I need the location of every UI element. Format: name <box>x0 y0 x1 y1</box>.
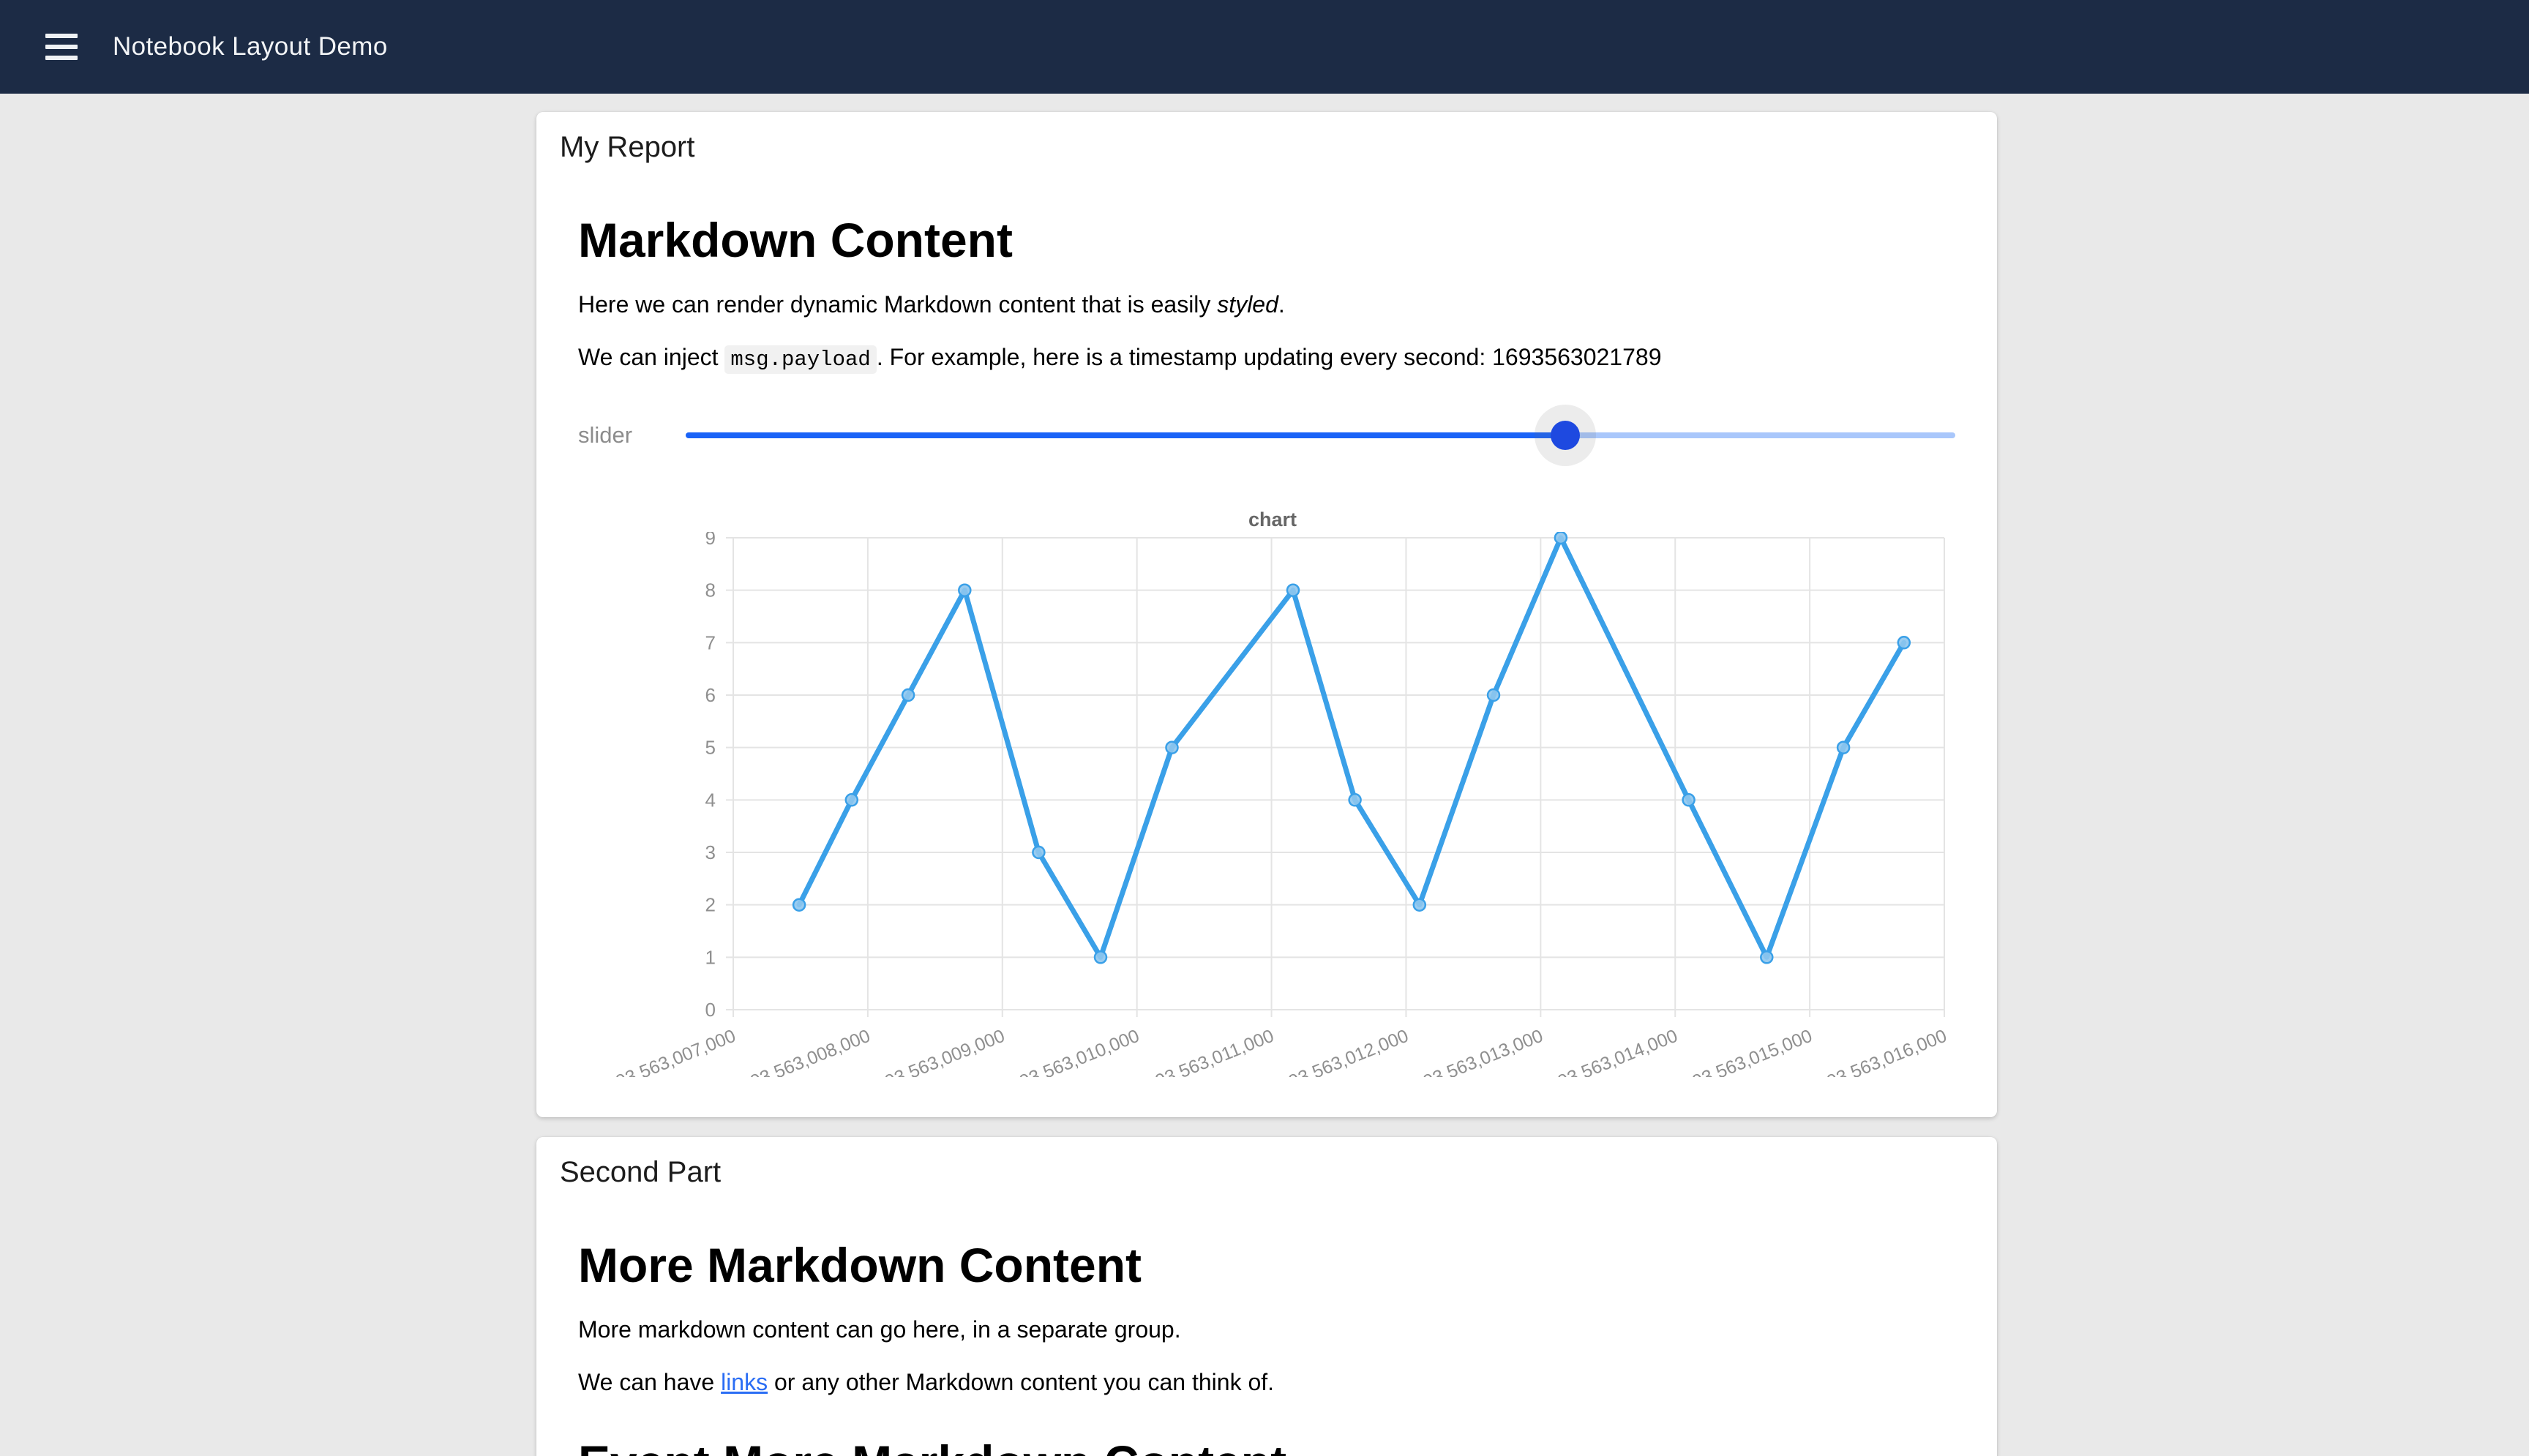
hamburger-bar <box>45 45 78 49</box>
svg-text:0: 0 <box>705 999 716 1021</box>
markdown-paragraph: More markdown content can go here, in a … <box>578 1316 1181 1343</box>
slider-row: slider <box>578 405 1955 466</box>
slider-thumb-halo <box>1535 405 1597 466</box>
hamburger-menu-icon[interactable] <box>45 34 78 60</box>
svg-text:1,693,563,012,000: 1,693,563,012,000 <box>1262 1026 1412 1077</box>
svg-text:9: 9 <box>705 532 716 549</box>
slider-empty-track[interactable] <box>1565 432 1955 438</box>
svg-text:3: 3 <box>705 841 716 863</box>
group-title-my-report: My Report <box>560 131 695 163</box>
slider-label: slider <box>578 422 633 448</box>
svg-text:7: 7 <box>705 631 716 653</box>
svg-text:1: 1 <box>705 946 716 968</box>
timestamp-value: 1693563021789 <box>1492 344 1662 370</box>
svg-text:1,693,563,015,000: 1,693,563,015,000 <box>1666 1026 1816 1077</box>
svg-text:1,693,563,013,000: 1,693,563,013,000 <box>1397 1026 1546 1077</box>
svg-text:2: 2 <box>705 894 716 916</box>
markdown-widget: Markdown Content Here we can render dyna… <box>578 216 1955 374</box>
links-link[interactable]: links <box>721 1369 768 1395</box>
svg-text:4: 4 <box>705 789 716 811</box>
markdown-paragraph-links: We can have links or any other Markdown … <box>578 1369 1275 1395</box>
markdown-heading-more: More Markdown Content <box>578 1238 1142 1292</box>
svg-text:5: 5 <box>705 737 716 759</box>
second-part-card: Second Part More Markdown Content More m… <box>536 1137 1997 1456</box>
markdown-widget-2: More Markdown Content More markdown cont… <box>578 1241 1955 1456</box>
svg-text:1,693,563,016,000: 1,693,563,016,000 <box>1800 1026 1949 1077</box>
chart-widget: chart 0 1 2 3 4 5 6 7 8 9 1,693,563,007,000 1,693,5… <box>585 507 1960 1077</box>
markdown-heading-even-more: Event More Markdown Content <box>578 1438 1955 1456</box>
svg-text:1,693,563,008,000: 1,693,563,008,000 <box>724 1026 873 1077</box>
svg-text:1,693,563,007,000: 1,693,563,007,000 <box>589 1026 738 1077</box>
app-header: Notebook Layout Demo <box>0 0 2529 94</box>
group-title-second-part: Second Part <box>560 1156 722 1188</box>
hamburger-bar <box>45 56 78 60</box>
markdown-paragraph-timestamp: We can inject msg.payload. For example, … <box>578 343 1955 374</box>
svg-text:1,693,563,011,000: 1,693,563,011,000 <box>1129 1026 1277 1077</box>
slider-thumb[interactable] <box>1551 421 1581 450</box>
line-chart: 0 1 2 3 4 5 6 7 8 9 1,693,563,007,0001,693,563,008… <box>589 532 1949 1077</box>
app-title: Notebook Layout Demo <box>113 32 388 61</box>
report-card: My Report Markdown Content Here we can r… <box>536 112 1997 1117</box>
hamburger-bar <box>45 34 78 38</box>
markdown-paragraph: Here we can render dynamic Markdown cont… <box>578 291 1285 318</box>
code-span: msg.payload <box>724 345 877 374</box>
svg-text:1,693,563,010,000: 1,693,563,010,000 <box>993 1026 1142 1077</box>
chart-title: chart <box>1248 509 1297 530</box>
svg-text:6: 6 <box>705 684 716 706</box>
slider[interactable] <box>686 405 1955 466</box>
svg-text:8: 8 <box>705 579 716 601</box>
svg-text:1,693,563,014,000: 1,693,563,014,000 <box>1532 1026 1681 1077</box>
slider-filled-track[interactable] <box>686 432 1566 438</box>
svg-text:1,693,563,009,000: 1,693,563,009,000 <box>858 1026 1008 1077</box>
markdown-heading: Markdown Content <box>578 213 1013 267</box>
